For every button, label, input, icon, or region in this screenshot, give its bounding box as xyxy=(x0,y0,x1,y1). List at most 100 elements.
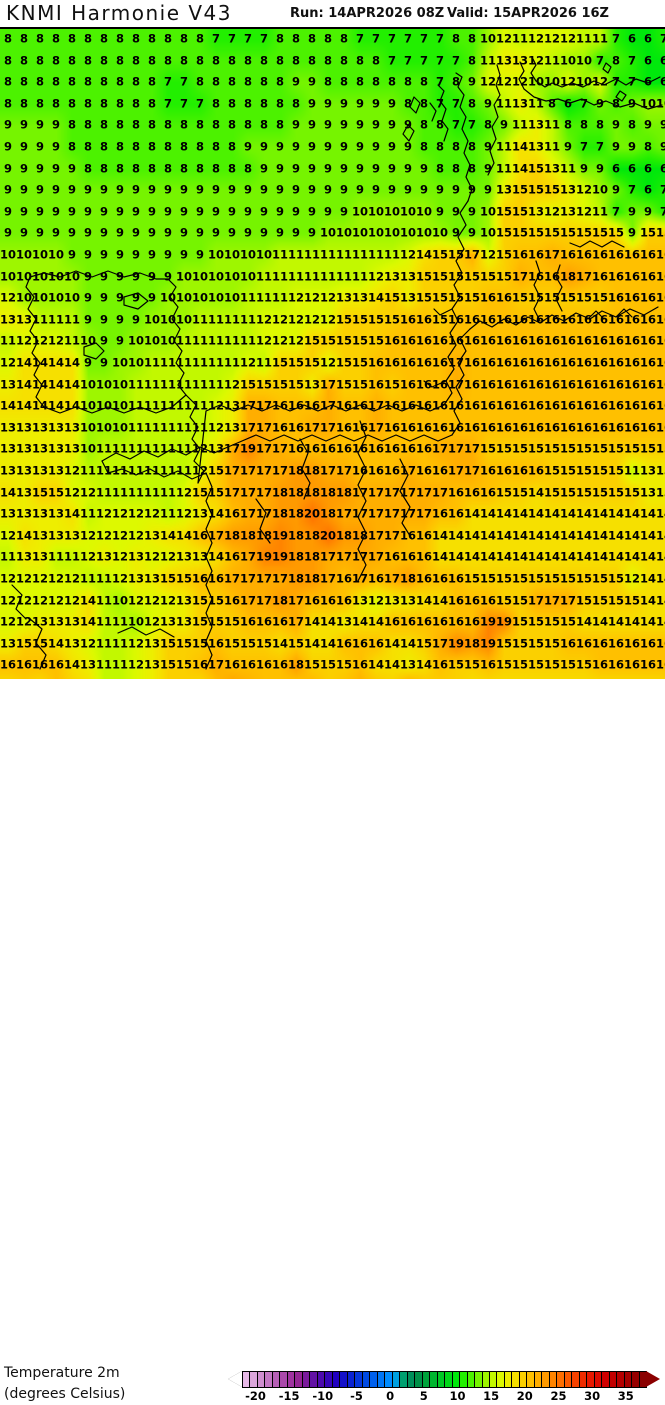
grid-value: 14 xyxy=(63,355,81,370)
grid-value: 12 xyxy=(143,549,161,564)
grid-value: 11 xyxy=(79,506,97,521)
colorbar-high-arrow xyxy=(646,1371,660,1387)
grid-value: 17 xyxy=(239,420,257,435)
grid-value: 17 xyxy=(367,398,385,413)
grid-value: 15 xyxy=(287,636,305,651)
grid-value: 10 xyxy=(367,204,385,219)
grid-value: 11 xyxy=(191,333,209,348)
grid-value: 13 xyxy=(639,463,657,478)
grid-value: 17 xyxy=(223,463,241,478)
grid-value: 12 xyxy=(591,74,609,89)
grid-value: 12 xyxy=(0,571,17,586)
grid-value: 15 xyxy=(639,441,657,456)
grid-value: 10 xyxy=(479,31,497,46)
grid-value: 15 xyxy=(47,484,65,499)
grid-value: 6 xyxy=(643,182,653,197)
grid-value: 9 xyxy=(323,182,333,197)
grid-value: 12 xyxy=(127,657,145,672)
grid-value: 10 xyxy=(207,268,225,283)
grid-value: 7 xyxy=(660,33,665,45)
grid-value: 17 xyxy=(271,571,289,586)
grid-value: 12 xyxy=(511,74,529,89)
grid-value: 19 xyxy=(447,636,465,651)
grid-value: 18 xyxy=(271,484,289,499)
grid-value: 7 xyxy=(259,31,269,46)
grid-value: 9 xyxy=(339,139,349,154)
grid-value: 13 xyxy=(15,484,33,499)
grid-value: 9 xyxy=(163,247,173,262)
grid-value: 16 xyxy=(351,398,369,413)
grid-value: 17 xyxy=(287,592,305,607)
grid-value: 16 xyxy=(303,398,321,413)
grid-value: 15 xyxy=(367,333,385,348)
grid-value: 11 xyxy=(143,441,161,456)
grid-value: 13 xyxy=(159,614,177,629)
grid-value: 8 xyxy=(227,160,237,175)
grid-value: 12 xyxy=(287,290,305,305)
grid-value: 12 xyxy=(239,355,257,370)
grid-value: 16 xyxy=(639,420,657,435)
grid-value: 10 xyxy=(159,333,177,348)
grid-value: 16 xyxy=(447,398,465,413)
grid-value: 12 xyxy=(0,592,17,607)
colorbar-strip xyxy=(242,1371,648,1388)
grid-value: 15 xyxy=(527,182,545,197)
grid-value: 12 xyxy=(399,247,417,262)
grid-value: 16 xyxy=(399,420,417,435)
grid-value: 16 xyxy=(335,571,353,586)
grid-value: 10 xyxy=(543,74,561,89)
grid-value: 10 xyxy=(111,398,129,413)
grid-value: 13 xyxy=(495,52,513,67)
grid-value: 9 xyxy=(307,160,317,175)
grid-value: 12 xyxy=(303,312,321,327)
grid-value: 15 xyxy=(159,636,177,651)
grid-value: 8 xyxy=(227,117,237,132)
grid-value: 8 xyxy=(643,139,653,154)
grid-value: 9 xyxy=(147,204,157,219)
grid-value: 8 xyxy=(163,139,173,154)
grid-value: 15 xyxy=(591,484,609,499)
grid-value: 17 xyxy=(527,592,545,607)
grid-value: 13 xyxy=(383,268,401,283)
grid-value: 11 xyxy=(255,268,273,283)
grid-value: 6 xyxy=(660,76,665,88)
grid-value: 13 xyxy=(31,528,49,543)
grid-value: 15 xyxy=(495,225,513,240)
grid-value: 11 xyxy=(175,376,193,391)
grid-value: 14 xyxy=(351,614,369,629)
grid-value: 9 xyxy=(131,290,141,305)
grid-value: 11 xyxy=(287,268,305,283)
grid-value: 11 xyxy=(31,312,49,327)
grid-value: 15 xyxy=(575,463,593,478)
grid-value: 16 xyxy=(431,355,449,370)
grid-value: 17 xyxy=(351,506,369,521)
grid-value: 8 xyxy=(99,74,109,89)
grid-value: 8 xyxy=(211,96,221,111)
grid-value: 9 xyxy=(339,182,349,197)
grid-value: 16 xyxy=(415,398,433,413)
grid-value: 12 xyxy=(15,571,33,586)
grid-value: 11 xyxy=(79,463,97,478)
grid-value: 16 xyxy=(511,355,529,370)
grid-value: 16 xyxy=(479,592,497,607)
grid-value: 16 xyxy=(527,247,545,262)
grid-value: 15 xyxy=(623,441,641,456)
grid-value: 12 xyxy=(255,312,273,327)
grid-value: 11 xyxy=(207,355,225,370)
grid-value: 8 xyxy=(131,52,141,67)
grid-value: 10 xyxy=(31,268,49,283)
grid-value: 9 xyxy=(227,182,237,197)
grid-value: 16 xyxy=(559,247,577,262)
grid-value: 15 xyxy=(495,592,513,607)
grid-value: 8 xyxy=(147,52,157,67)
grid-value: 8 xyxy=(243,74,253,89)
grid-value: 16 xyxy=(639,247,657,262)
grid-value: 16 xyxy=(511,312,529,327)
grid-value: 8 xyxy=(243,96,253,111)
colorbar-tick: -5 xyxy=(350,1389,363,1403)
grid-value: 16 xyxy=(431,463,449,478)
grid-value: 14 xyxy=(447,549,465,564)
grid-value: 7 xyxy=(451,52,461,67)
grid-value: 16 xyxy=(431,420,449,435)
grid-value: 11 xyxy=(143,355,161,370)
